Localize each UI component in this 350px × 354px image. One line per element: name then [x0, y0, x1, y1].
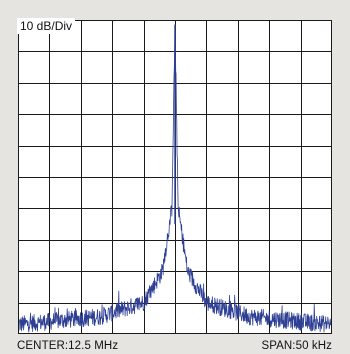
scale-label: 10 dB/Div	[17, 18, 76, 34]
spectrum-plot	[18, 20, 332, 334]
plot-border	[18, 20, 332, 334]
span-label: SPAN:50 kHz	[261, 340, 332, 352]
trace-layer	[18, 24, 332, 333]
spectrum-trace	[18, 24, 332, 333]
center-frequency-label: CENTER:12.5 MHz	[17, 340, 119, 352]
spectrum-plot-area	[18, 20, 332, 334]
